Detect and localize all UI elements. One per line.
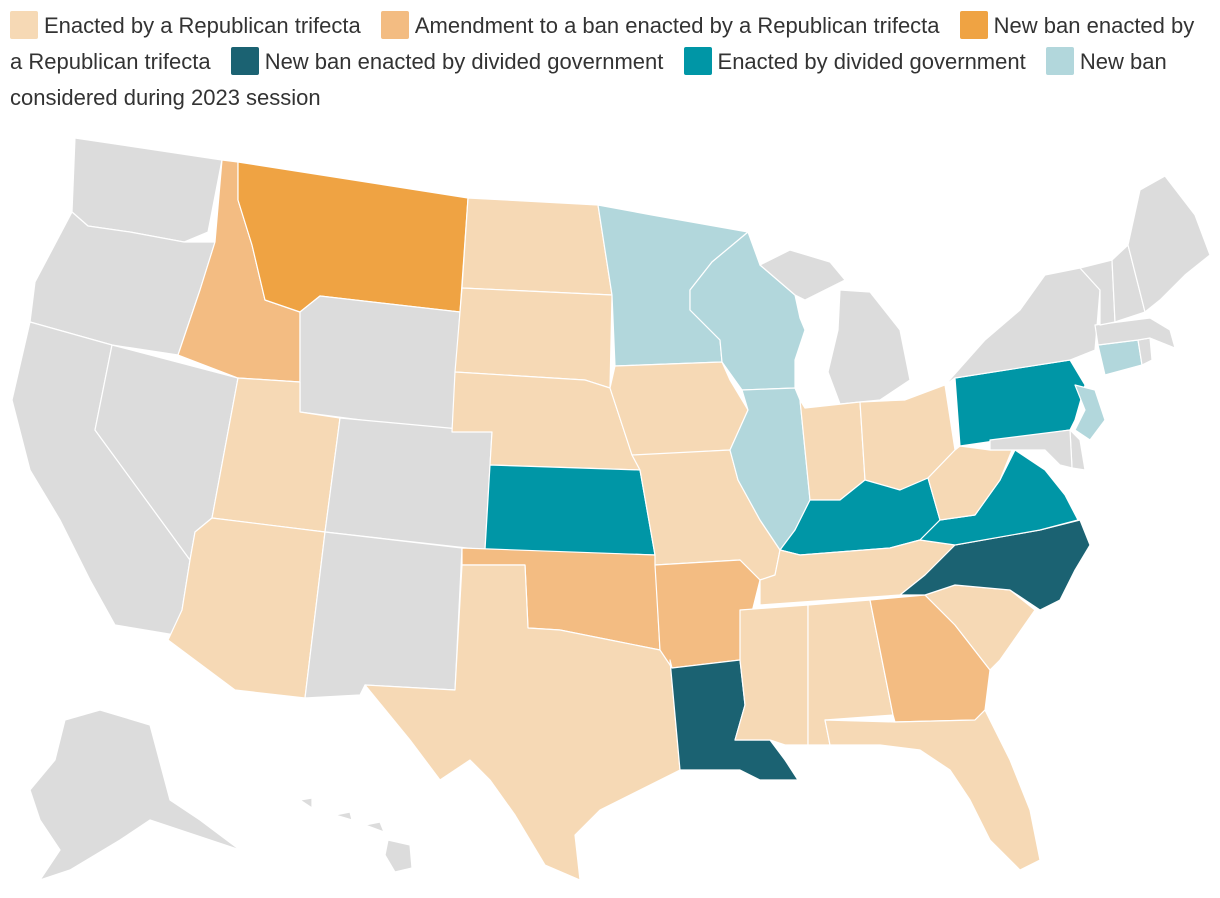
state-KS[interactable] [484, 464, 656, 556]
us-states-map [11, 137, 1211, 881]
legend-item-new-rep: New ban enacted by a Republican trifecta [10, 11, 1195, 74]
state-NM[interactable] [304, 531, 463, 699]
state-MS[interactable] [734, 604, 809, 746]
legend-swatch [10, 11, 38, 39]
state-NJ[interactable] [1074, 384, 1106, 441]
state-MD[interactable] [989, 429, 1073, 469]
legend-label: New ban enacted by a Republican trifecta [10, 13, 1195, 74]
legend-item-considered: New ban considered during 2023 session [10, 47, 1167, 110]
state-AK[interactable] [29, 709, 241, 881]
state-CT[interactable] [1097, 339, 1143, 376]
state-MI[interactable] [759, 249, 911, 405]
state-HI[interactable] [299, 797, 413, 873]
legend-label: Enacted by a Republican trifecta [44, 13, 361, 38]
state-IA[interactable] [609, 361, 749, 456]
state-FL[interactable] [824, 709, 1041, 871]
state-IN[interactable] [799, 399, 866, 501]
state-WY[interactable] [299, 295, 461, 433]
state-ND[interactable] [461, 197, 613, 296]
legend-item-new-divided: New ban enacted by divided government [230, 47, 664, 75]
legend-swatch [230, 47, 259, 75]
legend-swatch [959, 11, 988, 39]
legend-swatch [683, 47, 712, 75]
state-VT[interactable] [1079, 259, 1116, 326]
state-CO[interactable] [324, 417, 493, 551]
legend-label: Amendment to a ban enacted by a Republic… [414, 13, 940, 38]
state-MT[interactable] [237, 161, 469, 313]
state-TX[interactable] [364, 564, 681, 881]
legend-label: New ban considered during 2023 session [10, 49, 1167, 110]
state-ME[interactable] [1127, 175, 1211, 313]
legend-label: New ban enacted by divided government [264, 49, 664, 74]
map-legend: Enacted by a Republican trifecta Amendme… [10, 8, 1200, 116]
legend-swatch [1045, 47, 1074, 75]
state-NY[interactable] [944, 267, 1101, 386]
legend-label: Enacted by divided government [717, 49, 1026, 74]
state-MA[interactable] [1094, 317, 1176, 349]
legend-swatch [380, 11, 409, 39]
legend-item-rep-trifecta: Enacted by a Republican trifecta [10, 11, 361, 39]
legend-item-divided: Enacted by divided government [683, 47, 1026, 75]
states-layer [11, 137, 1211, 881]
legend-item-amend-rep: Amendment to a ban enacted by a Republic… [380, 11, 940, 39]
